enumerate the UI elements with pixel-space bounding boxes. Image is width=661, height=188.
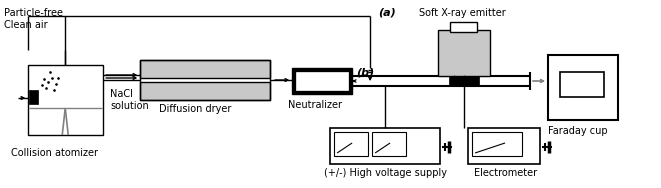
Bar xyxy=(548,55,618,120)
Text: Collision atomizer: Collision atomizer xyxy=(11,148,98,158)
Text: Neutralizer: Neutralizer xyxy=(288,100,342,110)
Text: (a): (a) xyxy=(378,7,396,17)
Bar xyxy=(472,132,522,156)
Bar xyxy=(140,82,270,100)
Bar xyxy=(140,60,270,78)
Bar xyxy=(560,72,604,97)
Bar xyxy=(449,76,479,86)
Bar xyxy=(450,22,477,32)
Bar xyxy=(28,65,103,135)
Bar xyxy=(468,128,540,164)
Text: (b): (b) xyxy=(356,67,374,77)
Bar xyxy=(438,30,490,76)
Text: NaCl
solution: NaCl solution xyxy=(110,89,149,111)
Bar xyxy=(334,132,368,156)
Bar xyxy=(372,132,406,156)
Text: Faraday cup: Faraday cup xyxy=(548,126,608,136)
Text: Diffusion dryer: Diffusion dryer xyxy=(159,104,231,114)
Text: Particle-free
Clean air: Particle-free Clean air xyxy=(4,8,63,30)
Text: Electrometer: Electrometer xyxy=(473,168,537,178)
Bar xyxy=(296,72,348,90)
Bar xyxy=(330,128,440,164)
Bar xyxy=(29,90,38,104)
Text: (+/-) High voltage supply: (+/-) High voltage supply xyxy=(324,168,447,178)
Bar xyxy=(292,68,352,94)
Bar xyxy=(140,60,270,100)
Text: Soft X-ray emitter: Soft X-ray emitter xyxy=(418,8,506,18)
